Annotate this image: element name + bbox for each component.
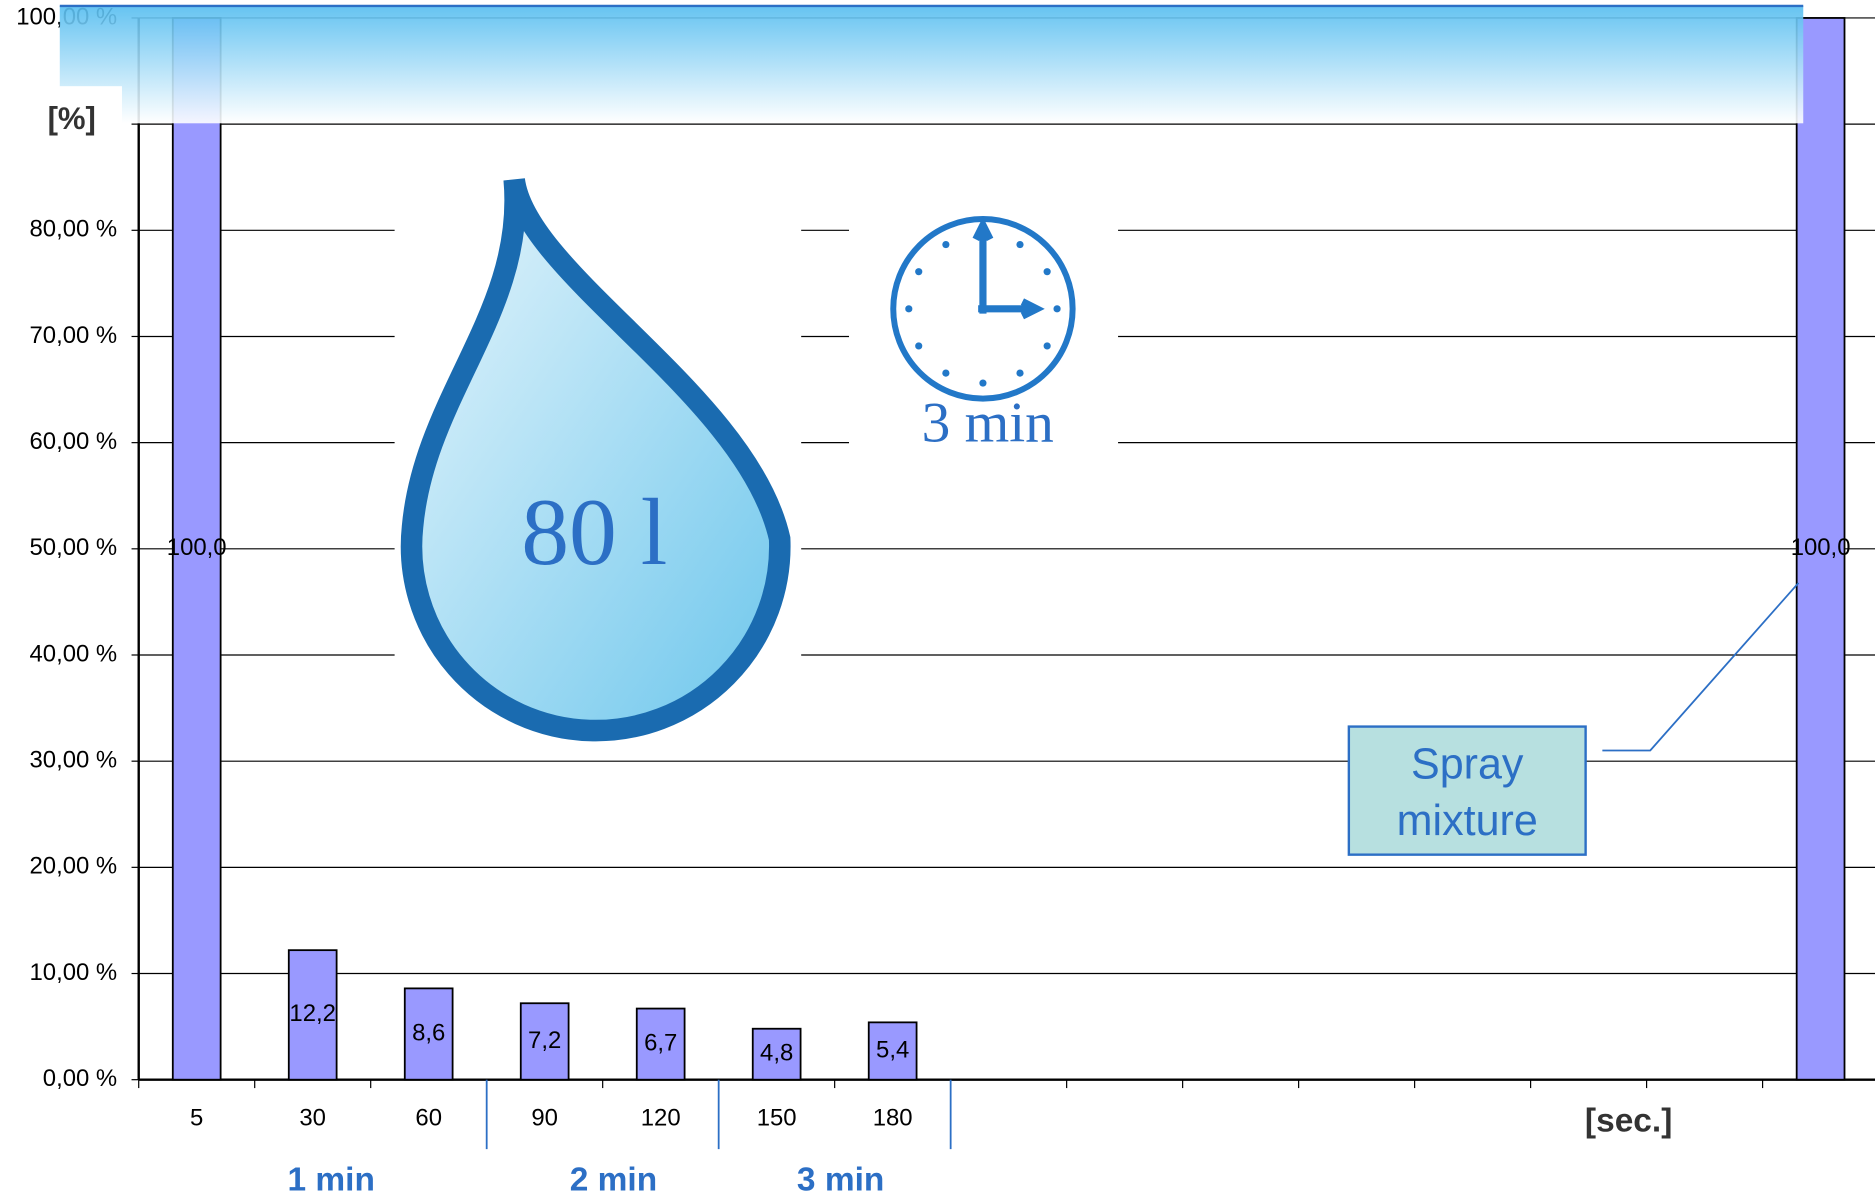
y-tick-label: 70,00 %	[29, 322, 117, 349]
drop-label: 80 l	[521, 479, 667, 585]
x-axis-label: [sec.]	[1585, 1103, 1672, 1140]
y-tick-label: 0,00 %	[43, 1065, 117, 1092]
value-label: 6,7	[644, 1029, 677, 1056]
callout-text: mixture	[1397, 797, 1538, 845]
callout-leader	[1602, 583, 1798, 751]
clock-dot	[1044, 268, 1051, 275]
header-band	[60, 6, 1803, 123]
y-tick-label: 60,00 %	[29, 428, 117, 455]
y-tick-label: 20,00 %	[29, 853, 117, 880]
x-tick-label: 150	[757, 1105, 797, 1132]
callout-text: Spray	[1411, 741, 1524, 789]
value-label: 5,4	[876, 1036, 909, 1063]
y-tick-label: 10,00 %	[29, 959, 117, 986]
x-tick-label: 60	[415, 1105, 442, 1132]
clock-dot	[915, 342, 922, 349]
minute-label: 2 min	[570, 1161, 657, 1197]
x-tick-label: 90	[531, 1105, 558, 1132]
y-axis-label: [%]	[48, 101, 96, 136]
clock-dot	[979, 379, 986, 386]
x-tick-label: 5	[190, 1105, 203, 1132]
value-label: 100,0	[1791, 534, 1851, 561]
x-tick-label: 30	[299, 1105, 326, 1132]
page: 0,00 % 10,00 % 20,00 % 30,00 % 40,00 % 50,00 …	[0, 0, 1875, 1197]
clock-dot	[915, 268, 922, 275]
x-tick-label: 120	[641, 1105, 681, 1132]
minute-label: 3 min	[797, 1161, 884, 1197]
value-label: 100,0	[167, 534, 227, 561]
x-tick-label: 180	[873, 1105, 913, 1132]
clock-label: 3 min	[922, 392, 1054, 455]
clock-dot	[1016, 241, 1023, 248]
chart: 0,00 % 10,00 % 20,00 % 30,00 % 40,00 % 50,00 …	[0, 0, 1875, 1197]
value-label: 7,2	[528, 1027, 561, 1054]
clock-dot	[942, 370, 949, 377]
y-tick-label: 50,00 %	[29, 534, 117, 561]
clock-dot	[905, 305, 912, 312]
clock-dot	[1053, 305, 1060, 312]
illustrations: 80 l 3 min	[395, 168, 1118, 743]
value-label: 8,6	[412, 1019, 445, 1046]
y-tick-label: 80,00 %	[29, 216, 117, 243]
y-tick-label: 40,00 %	[29, 640, 117, 667]
clock-dot	[942, 241, 949, 248]
minute-label: 1 min	[288, 1161, 375, 1197]
clock-dot	[1016, 370, 1023, 377]
y-tick-label: 30,00 %	[29, 746, 117, 773]
value-label: 4,8	[760, 1040, 793, 1067]
value-label: 12,2	[289, 1000, 336, 1027]
clock-dot	[1044, 342, 1051, 349]
